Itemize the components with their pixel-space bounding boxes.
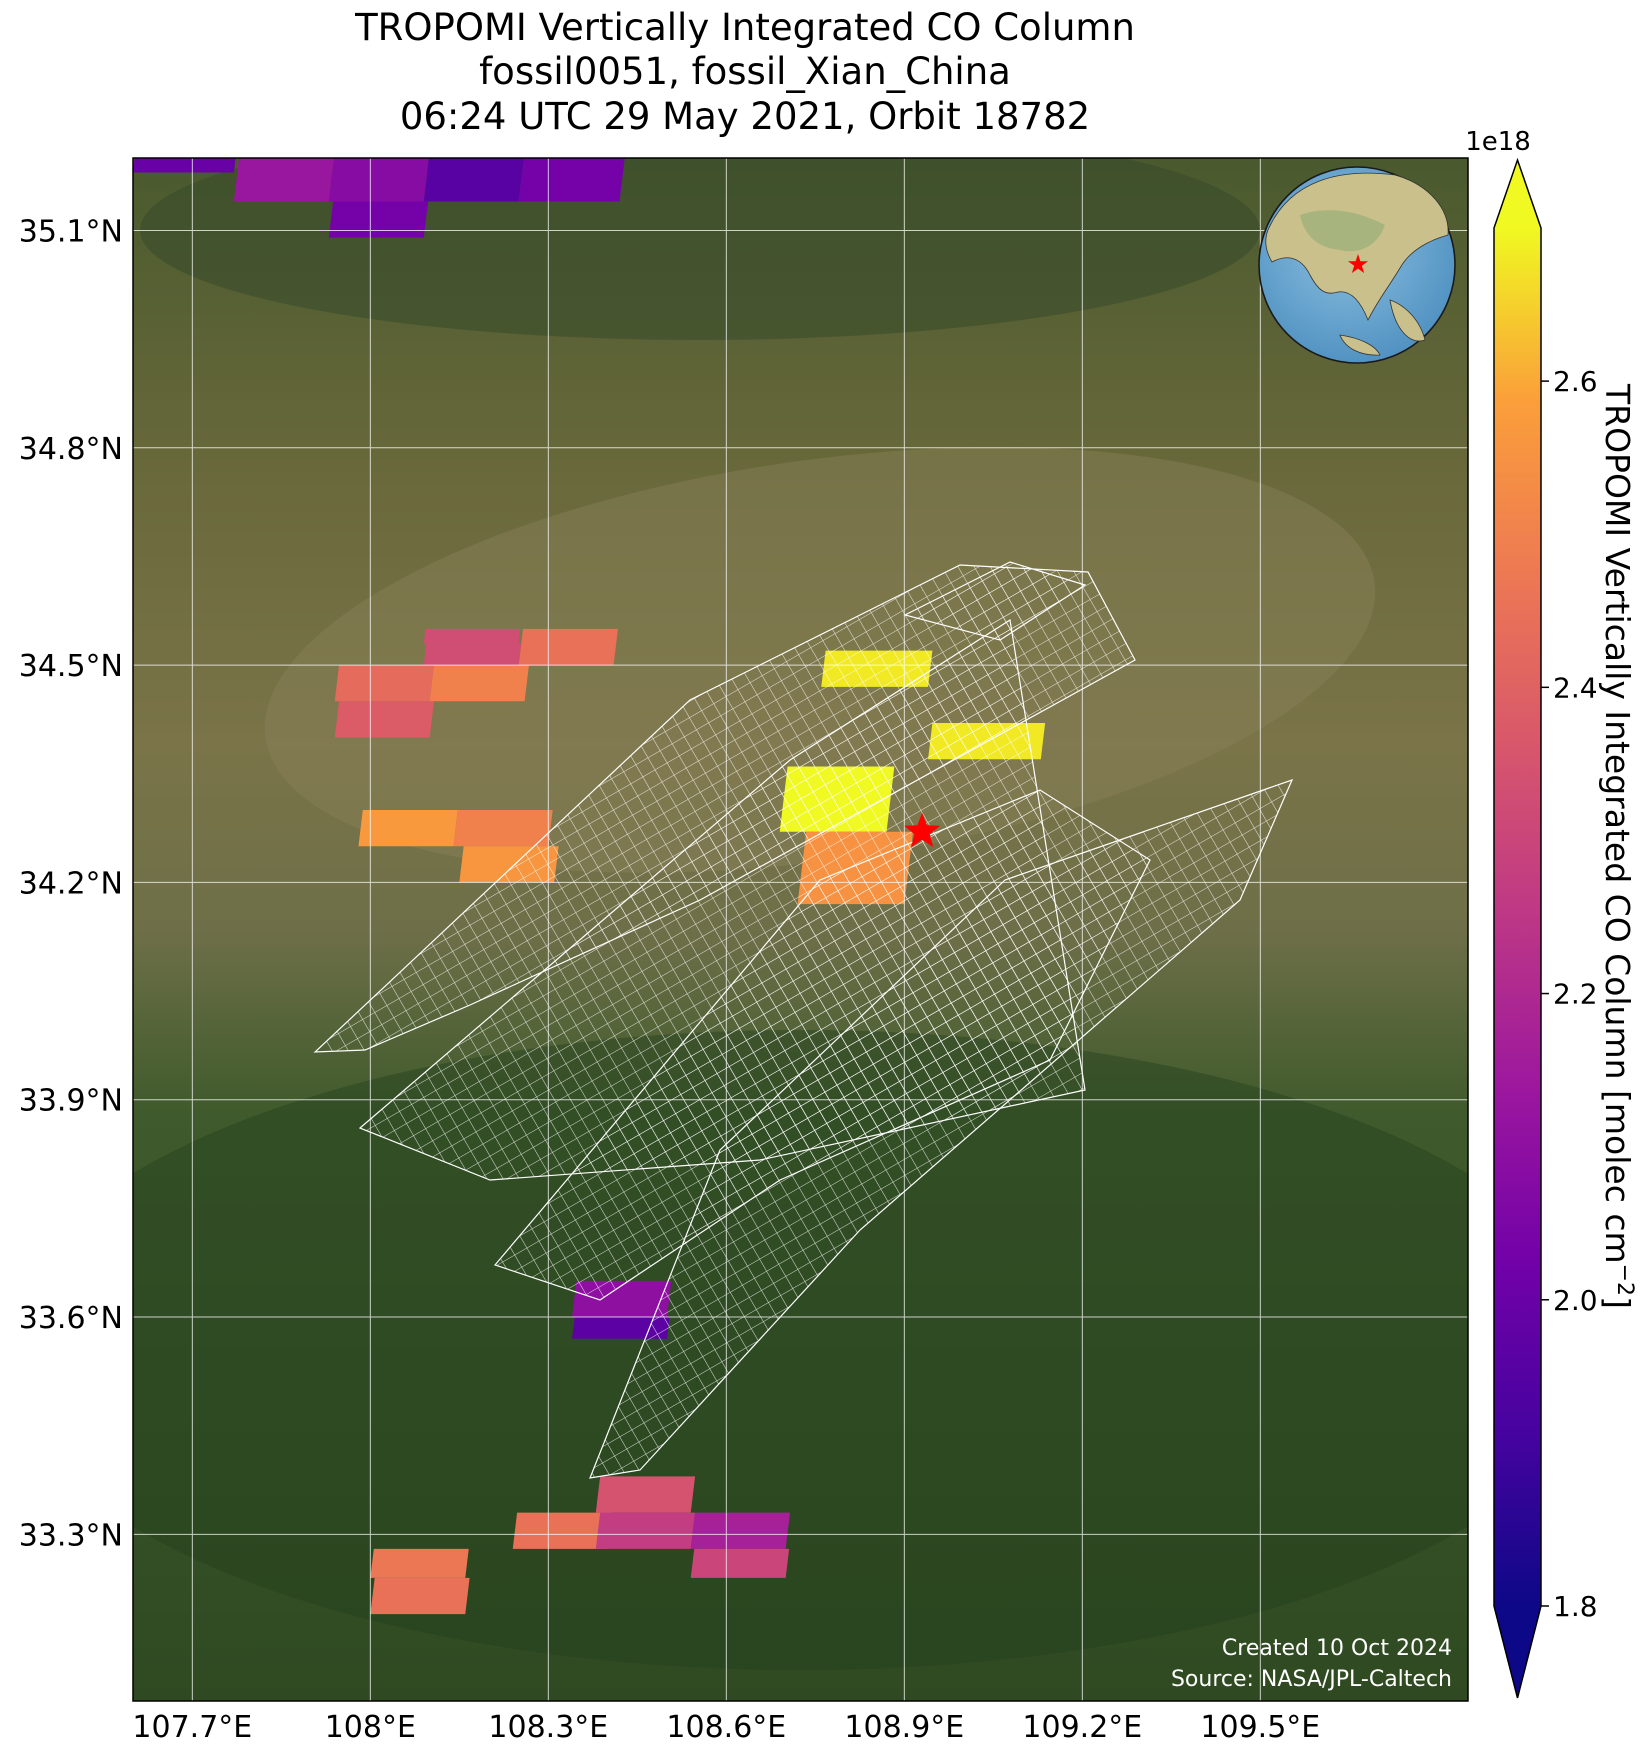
lon-tick-label-3: 108.6°E [666, 1710, 786, 1745]
mountain-region [133, 1030, 1468, 1670]
swath-4 [589, 778, 1294, 1479]
co-pixel-8 [334, 665, 435, 702]
lat-tick-labels: 35.1°N 34.8°N 34.5°N 34.2°N 33.9°N 33.6°N 33.3… [19, 214, 123, 1553]
co-pixel-3 [328, 201, 429, 238]
co-pixel-5 [518, 158, 625, 202]
lat-tick-label-2: 34.5°N [19, 649, 123, 684]
co-pixel-4 [423, 158, 524, 202]
globe-star-icon [1347, 254, 1369, 274]
title-line-1: TROPOMI Vertically Integrated CO Column [355, 6, 1135, 49]
co-pixel-1 [233, 158, 335, 202]
site-star-icon [904, 812, 941, 848]
lon-tick-label-5: 109.2°E [1022, 1710, 1142, 1745]
gridlines [133, 158, 1468, 1701]
lat-tick-label-0: 35.1°N [19, 214, 123, 249]
created-note: Created 10 Oct 2024 [1222, 1636, 1452, 1661]
co-pixel-10 [334, 701, 435, 738]
lon-tick-labels: 107.7°E 108°E 108.3°E 108.6°E 108.9°E 109.2°E… [132, 1710, 1320, 1745]
globe-islands [1339, 299, 1426, 356]
co-pixel-12 [358, 809, 458, 847]
map-frame [132, 157, 1469, 1702]
co-pixel-25 [690, 1548, 790, 1578]
co-pixel-0 [133, 158, 236, 173]
lat-tick-label-4: 33.9°N [19, 1084, 123, 1119]
tropomi-footprint-grid [313, 561, 1294, 1479]
globe-landmass-green [1300, 210, 1385, 252]
co-pixel-23 [595, 1512, 696, 1549]
co-pixel-27 [370, 1577, 470, 1615]
co-pixel-9 [429, 665, 529, 702]
lat-tick-label-5: 33.6°N [19, 1301, 123, 1336]
lon-tick-label-0: 107.7°E [132, 1710, 252, 1745]
swath-5 [903, 561, 1087, 641]
lat-tick-label-1: 34.8°N [19, 432, 123, 467]
lon-tick-label-1: 108°E [325, 1710, 416, 1745]
basemap [133, 158, 1468, 1701]
site-marker [904, 812, 941, 848]
title-line-3: 06:24 UTC 29 May 2021, Orbit 18782 [399, 95, 1091, 138]
source-note: Source: NASA/JPL-Caltech [1171, 1667, 1452, 1692]
co-pixel-2 [328, 158, 429, 202]
co-pixel-24 [690, 1512, 791, 1549]
co-pixel-13 [453, 809, 553, 847]
co-pixel-22 [512, 1512, 613, 1549]
lon-tick-label-2: 108.3°E [488, 1710, 608, 1745]
co-pixel-6 [423, 628, 521, 644]
inset-globe [1258, 166, 1456, 364]
co-pixel-11 [423, 643, 522, 666]
co-pixel-20 [572, 1317, 670, 1339]
title-line-2: fossil0051, fossil_Xian_China [479, 50, 1011, 93]
co-pixel-7 [518, 628, 618, 666]
co-pixel-26 [370, 1548, 469, 1578]
lon-tick-label-6: 109.5°E [1200, 1710, 1320, 1745]
lat-tick-label-6: 33.3°N [19, 1518, 123, 1553]
co-pixel-21 [595, 1476, 696, 1513]
lon-tick-label-4: 108.9°E [844, 1710, 964, 1745]
lat-tick-label-3: 34.2°N [19, 866, 123, 901]
